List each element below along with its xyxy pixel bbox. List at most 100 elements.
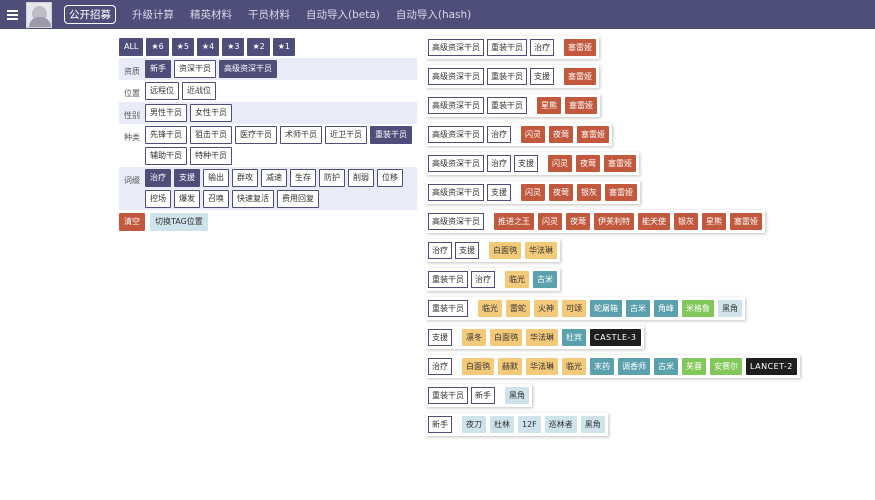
nav-tab-1[interactable]: 升级计算 bbox=[132, 9, 174, 21]
star-filter-1[interactable]: ★6 bbox=[146, 38, 169, 56]
tag-chip[interactable]: 支援 bbox=[174, 169, 200, 187]
operator-chip[interactable]: 夜莺 bbox=[549, 184, 573, 201]
operator-chip[interactable]: 夜莺 bbox=[566, 213, 590, 230]
operator-chip[interactable]: 白面鸮 bbox=[462, 358, 494, 375]
operator-chip[interactable]: 华法琳 bbox=[525, 242, 557, 259]
operator-chip[interactable]: 古米 bbox=[654, 358, 678, 375]
tag-chip[interactable]: 狙击干员 bbox=[190, 126, 232, 144]
tag-chip[interactable]: 爆发 bbox=[174, 190, 200, 208]
operator-chip[interactable]: 银灰 bbox=[674, 213, 698, 230]
tag-chip[interactable]: 资深干员 bbox=[174, 60, 216, 78]
operator-chip[interactable]: 能天使 bbox=[638, 213, 670, 230]
operator-chip[interactable]: 芙蓉 bbox=[682, 358, 706, 375]
operator-chip[interactable]: 角峰 bbox=[654, 300, 678, 317]
operator-chip[interactable]: 赫默 bbox=[498, 358, 522, 375]
operator-chip[interactable]: 临光 bbox=[562, 358, 586, 375]
tag-chip[interactable]: 削弱 bbox=[348, 169, 374, 187]
tag-chip[interactable]: 医疗干员 bbox=[235, 126, 277, 144]
operator-chip[interactable]: 临光 bbox=[478, 300, 502, 317]
tag-chip[interactable]: 先锋干员 bbox=[145, 126, 187, 144]
operator-chip[interactable]: 雷蛇 bbox=[506, 300, 530, 317]
operator-chip[interactable]: 塞雷娅 bbox=[564, 68, 596, 85]
tag-chip[interactable]: 费用回复 bbox=[277, 190, 319, 208]
nav-tab-2[interactable]: 精英材料 bbox=[190, 9, 232, 21]
operator-chip[interactable]: 闪灵 bbox=[538, 213, 562, 230]
tag-chip[interactable]: 近卫干员 bbox=[325, 126, 367, 144]
tag-chip[interactable]: 位移 bbox=[377, 169, 403, 187]
operator-chip[interactable]: 塞雷娅 bbox=[565, 97, 597, 114]
operator-chip[interactable]: 闪灵 bbox=[521, 184, 545, 201]
operator-chip[interactable]: 古米 bbox=[533, 271, 557, 288]
operator-chip[interactable]: 黑角 bbox=[505, 387, 529, 404]
operator-chip[interactable]: LANCET-2 bbox=[746, 358, 797, 375]
operator-chip[interactable]: 蛇屠箱 bbox=[590, 300, 622, 317]
tag-chip[interactable]: 控场 bbox=[145, 190, 171, 208]
operator-chip[interactable]: 白面鸮 bbox=[489, 242, 521, 259]
operator-chip[interactable]: 夜莺 bbox=[576, 155, 600, 172]
operator-chip[interactable]: 临光 bbox=[505, 271, 529, 288]
operator-chip[interactable]: 黑角 bbox=[718, 300, 742, 317]
operator-chip[interactable]: 伊芙利特 bbox=[594, 213, 634, 230]
operator-chip[interactable]: CASTLE-3 bbox=[590, 329, 641, 346]
operator-chip[interactable]: 星熊 bbox=[537, 97, 561, 114]
operator-chip[interactable]: 塞雷娅 bbox=[604, 155, 636, 172]
operator-chip[interactable]: 华法琳 bbox=[526, 358, 558, 375]
tag-chip[interactable]: 女性干员 bbox=[190, 104, 232, 122]
tag-chip[interactable]: 重装干员 bbox=[370, 126, 412, 144]
nav-tab-3[interactable]: 干员材料 bbox=[248, 9, 290, 21]
operator-chip[interactable]: 夜莺 bbox=[549, 126, 573, 143]
operator-chip[interactable]: 巡林者 bbox=[544, 416, 577, 433]
operator-chip[interactable]: 塞雷娅 bbox=[577, 126, 609, 143]
operator-chip[interactable]: 安赛尔 bbox=[710, 358, 742, 375]
tag-chip[interactable]: 快速复活 bbox=[232, 190, 274, 208]
operator-chip[interactable]: 火神 bbox=[534, 300, 558, 317]
operator-chip[interactable]: 凛冬 bbox=[462, 329, 486, 346]
tag-chip[interactable]: 近战位 bbox=[182, 82, 216, 100]
operator-chip[interactable]: 华法琳 bbox=[526, 329, 558, 346]
toggle-tag-position-button[interactable]: 切换TAG位置 bbox=[150, 213, 208, 231]
operator-chip[interactable]: 古米 bbox=[626, 300, 650, 317]
tag-chip[interactable]: 男性干员 bbox=[145, 104, 187, 122]
operator-chip[interactable]: 银灰 bbox=[577, 184, 601, 201]
tag-chip[interactable]: 群攻 bbox=[232, 169, 258, 187]
operator-chip[interactable]: 可颂 bbox=[562, 300, 586, 317]
avatar[interactable] bbox=[26, 1, 52, 28]
nav-tab-5[interactable]: 自动导入(hash) bbox=[395, 9, 472, 21]
tag-chip[interactable]: 术师干员 bbox=[280, 126, 322, 144]
operator-chip[interactable]: 塞雷娅 bbox=[730, 213, 762, 230]
star-filter-5[interactable]: ★2 bbox=[247, 38, 270, 56]
operator-chip[interactable]: 黑角 bbox=[580, 416, 605, 433]
star-filter-4[interactable]: ★3 bbox=[222, 38, 245, 56]
operator-chip[interactable]: 米格鲁 bbox=[682, 300, 714, 317]
operator-chip[interactable]: 闪灵 bbox=[521, 126, 545, 143]
star-filter-6[interactable]: ★1 bbox=[272, 38, 295, 56]
star-filter-3[interactable]: ★4 bbox=[196, 38, 220, 56]
tag-chip[interactable]: 新手 bbox=[145, 60, 171, 78]
clear-button[interactable]: 清空 bbox=[119, 213, 145, 231]
nav-tab-4[interactable]: 自动导入(beta) bbox=[306, 9, 380, 21]
operator-chip[interactable]: 杜林 bbox=[490, 416, 514, 433]
star-filter-0[interactable]: ALL bbox=[119, 38, 144, 56]
nav-tab-0[interactable]: 公开招募 bbox=[64, 5, 116, 24]
operator-chip[interactable]: 闪灵 bbox=[548, 155, 572, 172]
operator-chip[interactable]: 夜刀 bbox=[462, 416, 486, 433]
star-filter-2[interactable]: ★5 bbox=[171, 38, 194, 56]
tag-chip[interactable]: 输出 bbox=[203, 169, 229, 187]
operator-chip[interactable]: 调香师 bbox=[618, 358, 650, 375]
tag-chip[interactable]: 特种干员 bbox=[190, 147, 232, 165]
operator-chip[interactable]: 12F bbox=[518, 416, 541, 433]
operator-chip[interactable]: 星熊 bbox=[702, 213, 726, 230]
tag-chip[interactable]: 生存 bbox=[290, 169, 316, 187]
tag-chip[interactable]: 防护 bbox=[319, 169, 345, 187]
tag-chip[interactable]: 减速 bbox=[261, 169, 287, 187]
tag-chip[interactable]: 治疗 bbox=[145, 169, 171, 187]
menu-icon[interactable] bbox=[0, 0, 24, 29]
operator-chip[interactable]: 推进之王 bbox=[494, 213, 534, 230]
tag-chip[interactable]: 远程位 bbox=[145, 82, 179, 100]
tag-chip[interactable]: 辅助干员 bbox=[145, 147, 187, 165]
operator-chip[interactable]: 末药 bbox=[590, 358, 614, 375]
operator-chip[interactable]: 杜宾 bbox=[562, 329, 586, 346]
tag-chip[interactable]: 召唤 bbox=[203, 190, 229, 208]
operator-chip[interactable]: 塞雷娅 bbox=[564, 39, 596, 56]
operator-chip[interactable]: 白面鸮 bbox=[490, 329, 522, 346]
